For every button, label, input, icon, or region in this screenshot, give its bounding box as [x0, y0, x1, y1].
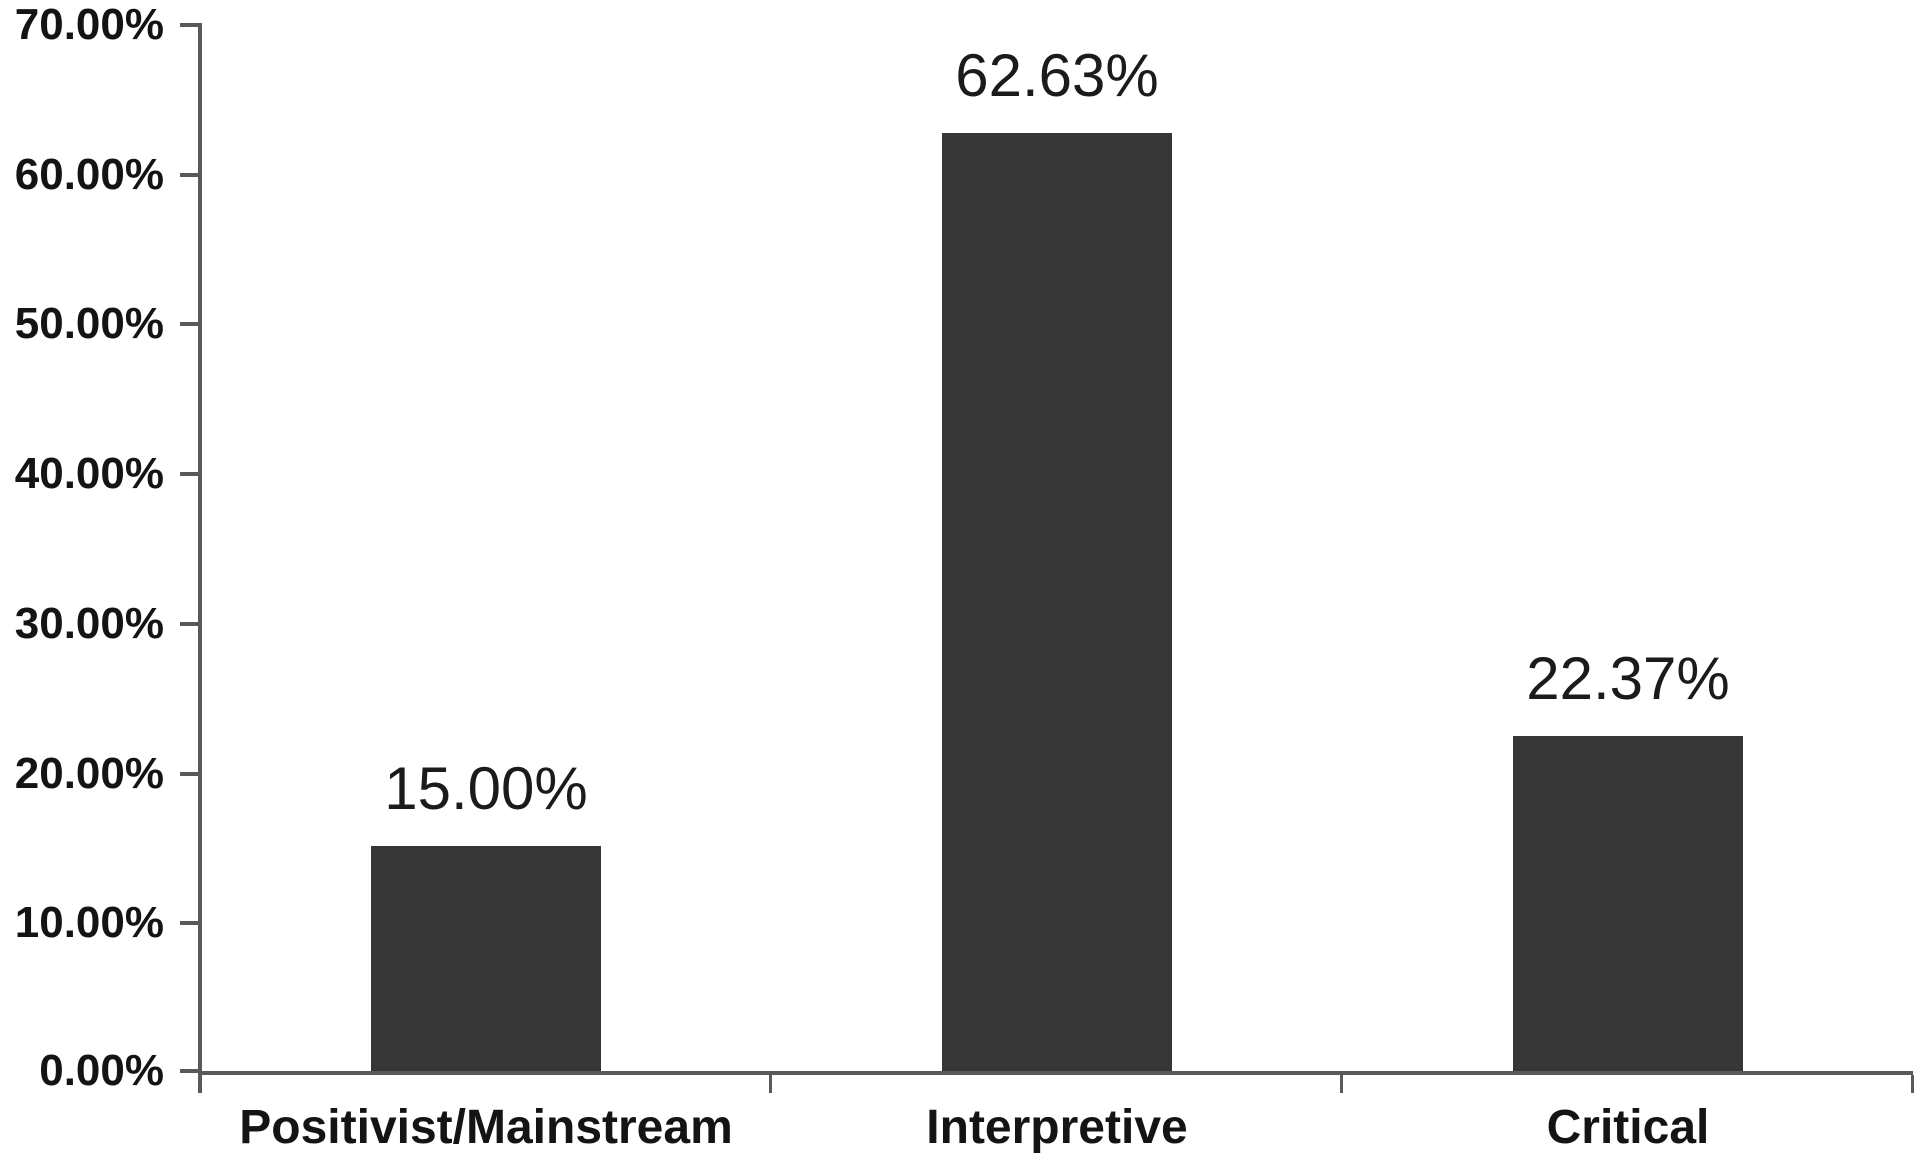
y-axis-tick — [180, 622, 198, 626]
y-axis-tick — [180, 921, 198, 925]
y-axis-tick-label: 50.00% — [14, 299, 164, 348]
y-axis-tick-label: 70.00% — [14, 0, 164, 49]
category-label: Positivist/Mainstream — [239, 1101, 733, 1154]
y-axis-tick — [180, 322, 198, 326]
x-axis-boundary-tick — [769, 1075, 772, 1093]
y-axis-tick-label: 40.00% — [14, 449, 164, 498]
y-axis-tick-label: 60.00% — [14, 150, 164, 199]
y-axis-tick-label: 20.00% — [14, 749, 164, 798]
y-axis-tick — [180, 1069, 198, 1073]
y-axis-line — [198, 23, 202, 1093]
x-axis-line — [198, 1071, 1913, 1075]
x-axis-boundary-tick — [198, 1075, 201, 1093]
category-label: Interpretive — [926, 1101, 1188, 1154]
y-axis-tick-label: 0.00% — [39, 1046, 164, 1095]
y-axis-tick-label: 10.00% — [14, 898, 164, 947]
x-axis-boundary-tick — [1340, 1075, 1343, 1093]
y-axis-tick — [180, 23, 198, 27]
bar-value-label: 62.63% — [955, 42, 1159, 109]
y-axis-tick — [180, 173, 198, 177]
category-label: Critical — [1546, 1101, 1710, 1154]
bar — [942, 133, 1172, 1071]
y-axis-tick-label: 30.00% — [14, 599, 164, 648]
bar-value-label: 22.37% — [1526, 645, 1730, 712]
bar — [1513, 736, 1743, 1071]
bar — [371, 846, 601, 1071]
y-axis-tick — [180, 472, 198, 476]
x-axis-boundary-tick — [1911, 1075, 1914, 1093]
y-axis-tick — [180, 772, 198, 776]
bar-value-label: 15.00% — [384, 755, 588, 822]
